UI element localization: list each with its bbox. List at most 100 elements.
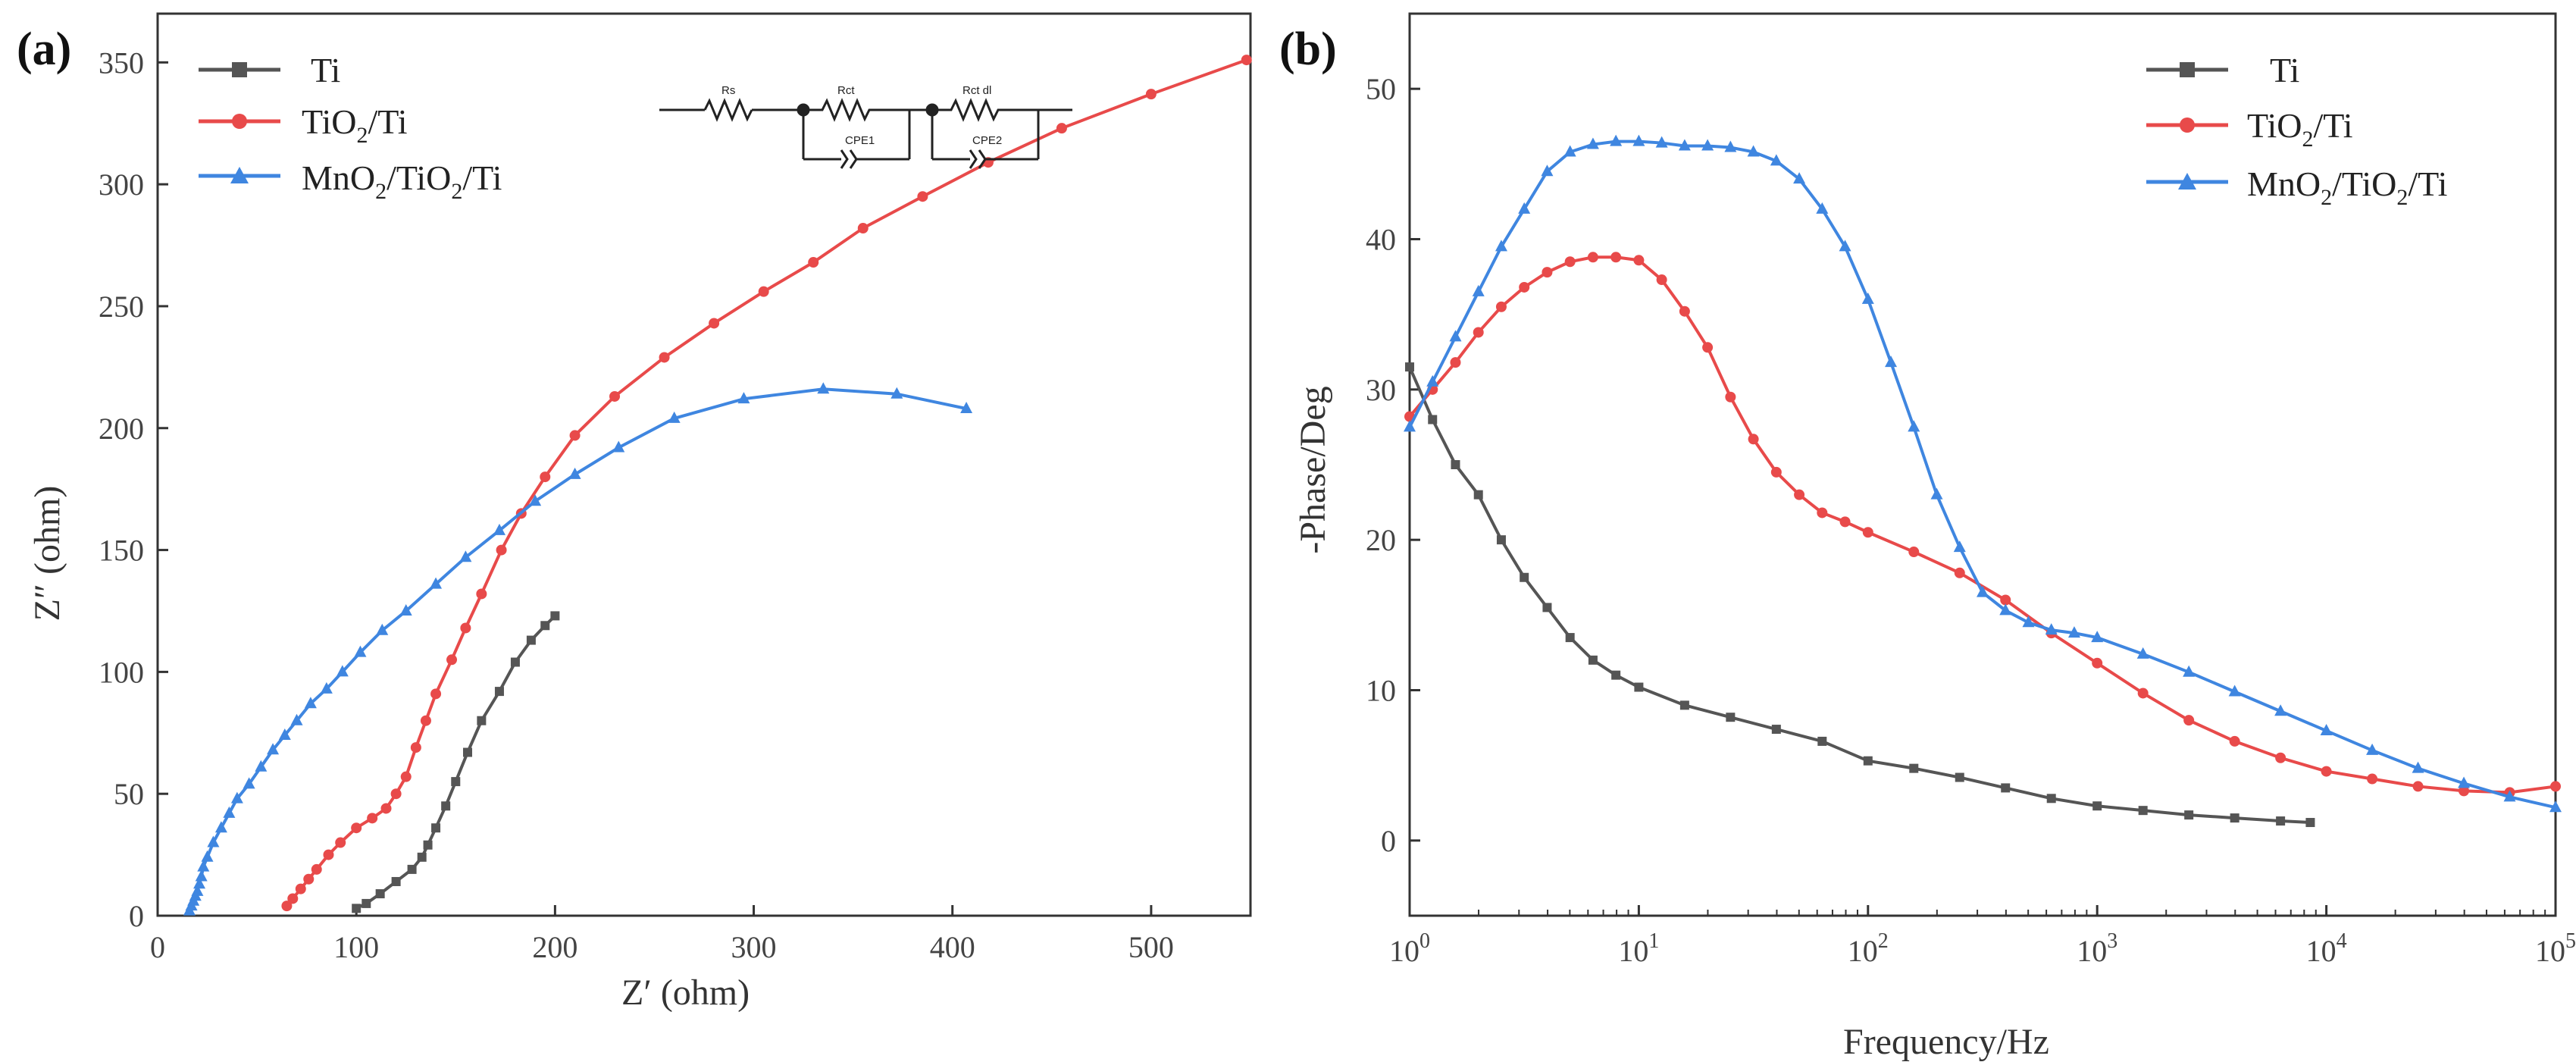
data-point-tio2-ti [1056,123,1067,134]
x-tick-base: 10 [2306,934,2337,968]
data-point-mno2-tio2-ti [1839,240,1851,252]
data-point-tio2-ti [295,883,306,894]
legend-marker-tio2-ti [2180,117,2195,133]
circuit-label-rct-dl: Rct dl [962,84,991,97]
data-point-ti [352,904,362,913]
legend-entry-ti: Ti [199,51,340,89]
data-point-ti [2305,818,2315,828]
data-point-ti [1726,713,1736,722]
x-tick-label: 400 [930,930,975,964]
data-point-mno2-tio2-ti [207,835,220,847]
data-point-tio2-ti [367,813,378,824]
data-point-tio2-ti [420,715,431,726]
data-point-tio2-ti [303,873,315,885]
legend-marker-mno2-tio2-ti [230,167,249,183]
panel-b-plot-frame [1408,12,2557,917]
data-point-ti [362,898,371,908]
data-point-ti [494,687,504,697]
y-tick-label: 50 [114,777,144,811]
legend-label-tio2-ti: TiO2/Ti [2247,106,2353,152]
circuit-label-rs: Rs [721,84,735,97]
data-point-mno2-tio2-ti [2228,685,2241,697]
data-point-ti [431,823,441,833]
data-point-tio2-ti [390,788,402,800]
data-point-mno2-tio2-ti [2503,790,2516,802]
data-point-ti [1428,415,1438,424]
data-point-mno2-tio2-ti [255,760,268,772]
data-point-mno2-tio2-ti [399,603,412,616]
data-point-mno2-tio2-ti [2045,623,2058,635]
data-point-ti [2001,783,2011,793]
data-point-tio2-ti [758,286,769,297]
data-point-tio2-ti [2229,735,2240,747]
series-line-mno2-tio2-ti [1408,139,2556,810]
data-point-mno2-tio2-ti [193,877,206,889]
data-point-tio2-ti [1450,357,1461,368]
data-point-mno2-tio2-ti [890,387,903,399]
data-point-mno2-tio2-ti [1655,136,1668,148]
data-point-mno2-tio2-ti [1610,134,1623,146]
data-point-tio2-ti [2321,766,2332,777]
data-point-mno2-tio2-ti [1404,420,1416,432]
data-point-ti [1955,772,1964,782]
data-point-tio2-ti [460,622,471,634]
data-point-ti [1588,655,1598,665]
y-tick-label: 20 [1366,523,1396,557]
data-point-mno2-tio2-ti [214,821,227,833]
data-point-tio2-ti [1679,305,1690,317]
circuit-label-cpe1: CPE1 [845,134,875,147]
data-point-tio2-ti [1241,55,1252,66]
circuit-node [797,103,810,117]
legend-marker-mno2-tio2-ti [2178,173,2196,190]
legend-label-mno2-base: MnO [302,158,375,197]
legend-label-mno2-base: MnO [2247,164,2321,203]
data-point-ti [391,876,401,886]
data-point-mno2-tio2-ti [1747,145,1760,157]
legend-marker-ti [2180,62,2195,77]
x-tick-label: 500 [1128,930,1174,964]
cpe1-symbol [849,149,858,169]
data-point-tio2-ti [476,588,487,600]
legend-label-mno2-end: /Ti [462,158,502,197]
data-point-mno2-tio2-ti [1816,202,1829,214]
legend-entry-mno2-tio2-ti: MnO2/TiO2/Ti [2146,164,2447,210]
data-point-ti [1817,736,1827,746]
data-point-ti [2046,794,2056,804]
data-point-tio2-ti [430,688,442,700]
panel-a-y-axis-label: Z″ (ohm) [27,486,67,622]
y-tick-label: 150 [99,534,144,568]
data-point-ti [441,801,451,811]
data-point-ti [423,840,433,850]
panel-a-x-axis-label: Z′ (ohm) [621,973,750,1013]
x-tick-base: 10 [1389,934,1419,968]
x-tick-base: 10 [1848,934,1878,968]
y-tick-label: 100 [99,655,144,689]
equivalent-circuit-inset [659,98,1072,169]
data-point-mno2-tio2-ti [2549,800,2562,813]
panel-a-nyquist: (a) 0 100 200 300 400 500 0 50 100 150 200 250 300 3… [17,12,1252,1013]
data-point-ti [526,635,536,645]
data-point-mno2-tio2-ti [304,697,317,709]
data-point-mno2-tio2-ti [1586,137,1599,149]
legend-subscript: 2 [451,179,462,204]
data-point-tio2-ti [380,803,392,814]
data-point-mno2-tio2-ti [529,494,542,506]
data-point-mno2-tio2-ti [2067,626,2080,638]
data-point-ti [1634,682,1644,692]
data-point-mno2-tio2-ti [1472,284,1485,296]
y-tick-label: 300 [99,168,144,202]
data-point-tio2-ti [857,223,869,234]
data-point-mno2-tio2-ti [1861,292,1874,304]
y-tick-label: 250 [99,290,144,324]
data-point-tio2-ti [1702,342,1714,353]
data-point-ti [2092,801,2102,811]
data-point-tio2-ti [1473,327,1484,338]
legend-label-tio2-ti-base: TiO [2247,106,2302,145]
data-point-mno2-tio2-ti [1426,374,1439,387]
data-point-tio2-ti [400,771,412,782]
data-point-ti [1909,763,1919,773]
data-point-mno2-tio2-ti [493,523,505,535]
data-point-ti [2230,813,2240,823]
y-tick-label: 0 [129,899,144,933]
data-point-mno2-tio2-ti [1632,134,1645,146]
